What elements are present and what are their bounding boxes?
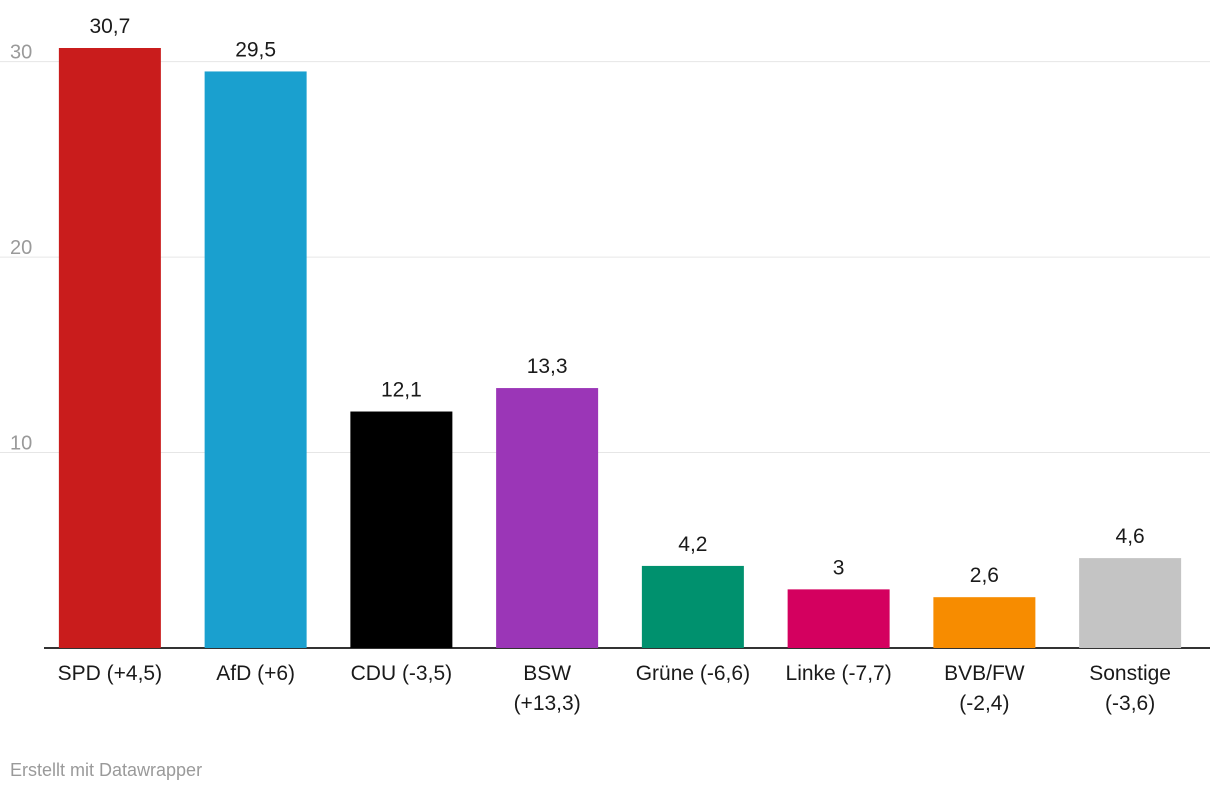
gridlines: 10 20 30 [0,42,1210,649]
bar [641,565,744,648]
bar [350,411,453,648]
category-label: BVB/FW [944,662,1025,685]
value-label: 29,5 [235,38,276,61]
category-label: SPD (+4,5) [58,662,162,685]
bar [787,589,890,648]
bar [496,388,599,648]
bar [58,48,161,648]
bars [58,48,1182,649]
bar [933,597,1036,648]
bar [204,71,307,649]
category-labels: SPD (+4,5) AfD (+6) CDU (-3,5) BSW (+13,3) Gr… [58,662,1171,715]
footer-credit: Erstellt mit Datawrapper [10,760,203,780]
category-label: Grüne (-6,6) [636,662,750,685]
bar-chart: 10 20 30 30,7 29,5 12,1 13,3 4,2 3 2,6 4,6 SPD (+… [0,15,1210,715]
category-label: (+13,3) [514,692,581,715]
value-label: 12,1 [381,379,422,402]
category-label: Sonstige [1089,662,1171,685]
category-label: AfD (+6) [216,662,295,685]
category-label: Linke (-7,7) [786,662,892,685]
category-label: BSW [523,662,571,685]
category-label: (-2,4) [959,692,1009,715]
y-tick-label: 30 [10,42,32,64]
value-label: 30,7 [89,15,130,38]
value-label: 2,6 [970,564,999,587]
value-label: 4,2 [678,533,707,556]
bar [1079,558,1182,648]
value-labels: 30,7 29,5 12,1 13,3 4,2 3 2,6 4,6 [89,15,1144,587]
y-tick-label: 10 [10,433,32,455]
category-label: (-3,6) [1105,692,1155,715]
value-label: 4,6 [1116,525,1145,548]
category-label: CDU (-3,5) [351,662,453,685]
y-tick-label: 20 [10,237,32,259]
value-label: 3 [833,556,845,579]
value-label: 13,3 [527,355,568,378]
